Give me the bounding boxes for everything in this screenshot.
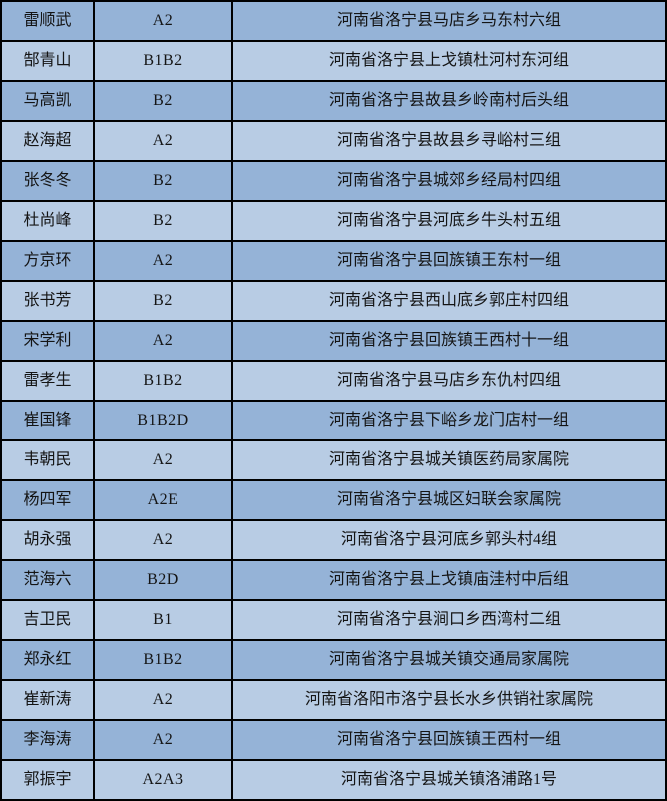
name-cell: 张冬冬 [2, 161, 93, 200]
address-cell: 河南省洛宁县西山底乡郭庄村四组 [233, 281, 665, 320]
table-row: 胡永强 A2 河南省洛宁县河底乡郭头村4组 [2, 521, 665, 560]
name-cell: 赵海超 [2, 121, 93, 160]
license-class-cell: B2D [95, 561, 231, 600]
name-cell: 雷顺武 [2, 2, 93, 40]
address-cell: 河南省洛宁县上戈镇庙洼村中后组 [233, 561, 665, 600]
table-row: 张书芳 B2 河南省洛宁县西山底乡郭庄村四组 [2, 281, 665, 320]
address-cell: 河南省洛宁县马店乡马东村六组 [233, 2, 665, 40]
table-row: 宋学利 A2 河南省洛宁县回族镇王西村十一组 [2, 321, 665, 360]
name-cell: 宋学利 [2, 321, 93, 360]
license-class-cell: A2 [95, 441, 231, 480]
table-row: 韦朝民 A2 河南省洛宁县城关镇医药局家属院 [2, 441, 665, 480]
table-row: 吉卫民 B1 河南省洛宁县涧口乡西湾村二组 [2, 601, 665, 640]
table-row: 崔新涛 A2 河南省洛阳市洛宁县长水乡供销社家属院 [2, 681, 665, 720]
license-class-cell: B1 [95, 601, 231, 640]
name-cell: 胡永强 [2, 521, 93, 560]
table-row: 郜青山 B1B2 河南省洛宁县上戈镇杜河村东河组 [2, 41, 665, 80]
address-cell: 河南省洛宁县河底乡郭头村4组 [233, 521, 665, 560]
license-class-cell: B1B2D [95, 401, 231, 440]
license-class-cell: A2 [95, 241, 231, 280]
address-cell: 河南省洛宁县回族镇王西村十一组 [233, 321, 665, 360]
table-row: 方京环 A2 河南省洛宁县回族镇王东村一组 [2, 241, 665, 280]
address-cell: 河南省洛宁县涧口乡西湾村二组 [233, 601, 665, 640]
license-class-cell: B1B2 [95, 361, 231, 400]
license-class-cell: B2 [95, 281, 231, 320]
name-cell: 郑永红 [2, 641, 93, 680]
address-cell: 河南省洛宁县回族镇王西村一组 [233, 721, 665, 760]
address-cell: 河南省洛宁县城区妇联会家属院 [233, 481, 665, 520]
license-class-cell: A2A3 [95, 761, 231, 800]
name-cell: 张书芳 [2, 281, 93, 320]
table-row: 马高凯 B2 河南省洛宁县故县乡岭南村后头组 [2, 81, 665, 120]
address-cell: 河南省洛宁县城郊乡经局村四组 [233, 161, 665, 200]
table-row: 雷孝生 B1B2 河南省洛宁县马店乡东仇村四组 [2, 361, 665, 400]
address-cell: 河南省洛宁县故县乡岭南村后头组 [233, 81, 665, 120]
name-cell: 方京环 [2, 241, 93, 280]
table-row: 郭振宇 A2A3 河南省洛宁县城关镇洛浦路1号 [2, 761, 665, 800]
name-cell: 杜尚峰 [2, 201, 93, 240]
address-cell: 河南省洛宁县马店乡东仇村四组 [233, 361, 665, 400]
address-cell: 河南省洛宁县城关镇交通局家属院 [233, 641, 665, 680]
table-row: 赵海超 A2 河南省洛宁县故县乡寻峪村三组 [2, 121, 665, 160]
name-cell: 范海六 [2, 561, 93, 600]
address-cell: 河南省洛宁县回族镇王东村一组 [233, 241, 665, 280]
name-cell: 李海涛 [2, 721, 93, 760]
name-cell: 郜青山 [2, 41, 93, 80]
name-cell: 韦朝民 [2, 441, 93, 480]
license-class-cell: A2 [95, 121, 231, 160]
name-cell: 杨四军 [2, 481, 93, 520]
license-class-cell: A2 [95, 521, 231, 560]
table-row: 郑永红 B1B2 河南省洛宁县城关镇交通局家属院 [2, 641, 665, 680]
address-cell: 河南省洛阳市洛宁县长水乡供销社家属院 [233, 681, 665, 720]
address-cell: 河南省洛宁县下峪乡龙门店村一组 [233, 401, 665, 440]
license-class-cell: B2 [95, 201, 231, 240]
license-class-cell: B2 [95, 161, 231, 200]
license-class-cell: B2 [95, 81, 231, 120]
license-class-cell: A2 [95, 681, 231, 720]
table-row: 雷顺武 A2 河南省洛宁县马店乡马东村六组 [2, 2, 665, 40]
address-cell: 河南省洛宁县城关镇医药局家属院 [233, 441, 665, 480]
table-row: 杜尚峰 B2 河南省洛宁县河底乡牛头村五组 [2, 201, 665, 240]
address-cell: 河南省洛宁县上戈镇杜河村东河组 [233, 41, 665, 80]
address-cell: 河南省洛宁县故县乡寻峪村三组 [233, 121, 665, 160]
license-class-cell: A2E [95, 481, 231, 520]
license-class-cell: A2 [95, 721, 231, 760]
table-row: 崔国锋 B1B2D 河南省洛宁县下峪乡龙门店村一组 [2, 401, 665, 440]
name-cell: 崔新涛 [2, 681, 93, 720]
license-class-cell: A2 [95, 321, 231, 360]
table-row: 范海六 B2D 河南省洛宁县上戈镇庙洼村中后组 [2, 561, 665, 600]
table-row: 张冬冬 B2 河南省洛宁县城郊乡经局村四组 [2, 161, 665, 200]
license-class-cell: B1B2 [95, 641, 231, 680]
name-cell: 马高凯 [2, 81, 93, 120]
name-cell: 雷孝生 [2, 361, 93, 400]
name-cell: 崔国锋 [2, 401, 93, 440]
address-cell: 河南省洛宁县河底乡牛头村五组 [233, 201, 665, 240]
license-class-cell: A2 [95, 2, 231, 40]
table-row: 杨四军 A2E 河南省洛宁县城区妇联会家属院 [2, 481, 665, 520]
table-row: 李海涛 A2 河南省洛宁县回族镇王西村一组 [2, 721, 665, 760]
name-cell: 吉卫民 [2, 601, 93, 640]
address-cell: 河南省洛宁县城关镇洛浦路1号 [233, 761, 665, 800]
name-cell: 郭振宇 [2, 761, 93, 800]
license-class-cell: B1B2 [95, 41, 231, 80]
